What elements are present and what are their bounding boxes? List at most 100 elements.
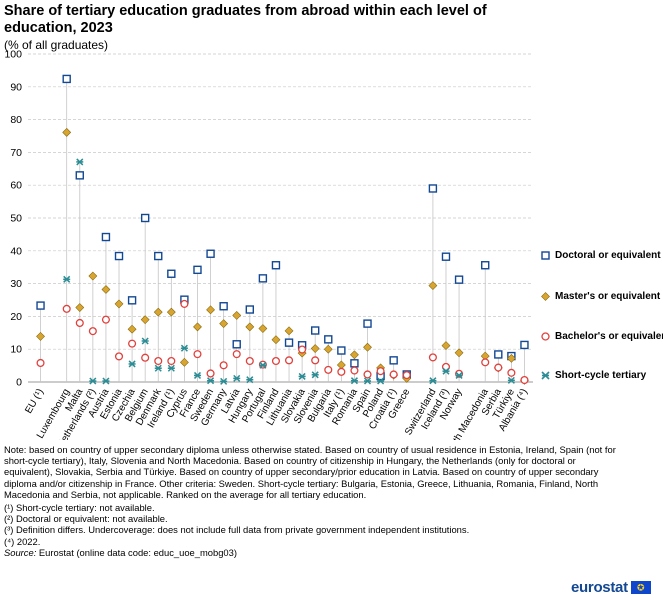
point-doctoral [520, 340, 529, 350]
note-main: Note: based on country of upper secondar… [4, 444, 616, 500]
point-short-cycle [128, 360, 136, 368]
point-short-cycle [442, 367, 450, 375]
legend-item-bachelors: Bachelor's or equivalent [541, 331, 663, 342]
y-tick-label: 50 [10, 213, 22, 225]
x-tick-label: EU (¹) [23, 387, 46, 416]
point-masters [179, 357, 189, 367]
point-masters [101, 285, 111, 294]
legend-item-doctoral: Doctoral or equivalent [541, 250, 661, 261]
point-masters [140, 315, 150, 325]
point-masters [127, 324, 137, 334]
point-masters [323, 344, 333, 354]
point-doctoral [206, 249, 215, 258]
point-bachelors [507, 368, 516, 377]
note-2: (²) Doctoral or equivalent: not availabl… [4, 513, 168, 525]
point-masters [441, 341, 451, 351]
point-bachelors [481, 358, 490, 367]
point-bachelors [114, 352, 124, 361]
y-tick-label: 0 [16, 377, 22, 389]
point-masters [336, 360, 346, 370]
point-bachelors [101, 315, 110, 324]
point-masters [75, 303, 85, 312]
y-tick-label: 70 [10, 147, 22, 159]
eu-flag-icon: ✪ [630, 581, 651, 594]
legend-marker-diamond-icon [541, 292, 550, 301]
point-masters [506, 353, 516, 363]
point-doctoral [481, 261, 490, 270]
legend-item-masters: Master's or equivalent [541, 291, 660, 302]
point-doctoral [363, 319, 372, 328]
point-bachelors [402, 371, 411, 380]
point-short-cycle [507, 376, 515, 384]
point-doctoral [219, 302, 228, 311]
point-doctoral [324, 335, 333, 344]
legend-marker-square-icon [541, 251, 550, 260]
point-doctoral [36, 301, 45, 310]
point-masters [454, 348, 464, 358]
point-doctoral [389, 356, 398, 365]
point-doctoral [350, 359, 359, 368]
y-tick-label: 80 [10, 114, 22, 126]
point-doctoral [167, 269, 176, 278]
y-tick-label: 30 [10, 278, 22, 290]
legend-item-short-cycle: Short-cycle tertiary [541, 370, 646, 381]
source-label: Source: [4, 546, 37, 558]
point-masters [88, 271, 98, 281]
point-bachelors [298, 345, 307, 354]
point-doctoral [232, 340, 241, 349]
point-doctoral [114, 251, 124, 261]
point-short-cycle [455, 371, 463, 379]
point-bachelors [494, 363, 503, 372]
point-short-cycle [363, 377, 372, 385]
point-masters [206, 305, 215, 315]
point-doctoral [454, 275, 464, 284]
y-tick-label: 90 [10, 81, 22, 93]
point-masters [258, 324, 268, 333]
point-doctoral [310, 326, 320, 335]
logo-text: eurostat [571, 579, 628, 596]
point-short-cycle [311, 371, 319, 379]
point-doctoral [494, 350, 503, 359]
point-doctoral [154, 251, 163, 261]
point-short-cycle [259, 361, 267, 369]
point-masters [166, 307, 176, 317]
point-short-cycle [89, 377, 97, 385]
y-tick-label: 60 [10, 180, 22, 192]
point-bachelors [376, 367, 385, 376]
point-short-cycle [233, 374, 241, 382]
point-doctoral [62, 74, 71, 84]
point-masters [193, 322, 202, 332]
point-masters [114, 299, 124, 309]
point-bachelors [520, 375, 529, 385]
point-bachelors [36, 358, 45, 368]
point-bachelors [337, 367, 346, 376]
point-short-cycle [63, 275, 71, 283]
point-masters [219, 319, 229, 329]
point-bachelors [75, 318, 84, 328]
legend-label: Doctoral or equivalent [555, 250, 661, 261]
point-short-cycle [141, 337, 149, 345]
point-bachelors [180, 299, 189, 308]
point-short-cycle [102, 377, 110, 385]
y-tick-label: 40 [10, 245, 22, 257]
point-bachelors [271, 356, 281, 366]
point-bachelors [245, 356, 254, 366]
legend-label: Bachelor's or equivalent [555, 331, 663, 342]
point-doctoral [127, 296, 137, 305]
point-bachelors [232, 350, 241, 359]
legend-label: Master's or equivalent [555, 291, 661, 302]
point-bachelors [219, 361, 228, 370]
point-bachelors [324, 365, 333, 374]
point-short-cycle [193, 371, 202, 379]
point-short-cycle [76, 158, 84, 166]
y-tick-label: 10 [10, 344, 22, 356]
point-masters [310, 344, 320, 353]
point-bachelors [350, 366, 359, 375]
point-bachelors [389, 370, 398, 379]
note-4: (⁴) 2022. [4, 535, 41, 547]
note-1: (¹) Short-cycle tertiary: not available. [4, 502, 155, 514]
footnotes: Note: based on country of upper secondar… [4, 444, 616, 558]
point-bachelors [62, 304, 71, 313]
point-doctoral [140, 213, 150, 223]
note-3: (³) Definition differs. Undercoverage: d… [4, 524, 470, 536]
